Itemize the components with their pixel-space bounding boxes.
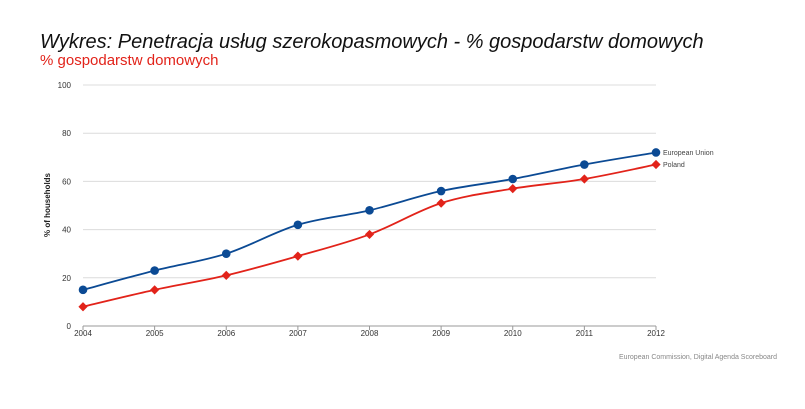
data-point-european-union-2010 [508,174,518,184]
data-point-poland-2008 [364,229,375,240]
x-tick-label: 2011 [576,329,594,338]
y-tick-label: 20 [62,274,71,283]
data-point-poland-2005 [150,285,160,295]
y-tick-label: 60 [62,177,71,186]
x-tick-label: 2010 [504,329,522,338]
y-tick-label: 40 [62,226,71,235]
chart-title: Wykres: Penetracja usług szerokopasmowyc… [40,31,704,53]
data-point-poland-2004 [78,302,88,312]
series-line-european-union [82,151,657,291]
data-point-poland-2010 [508,184,518,194]
data-point-poland-2006 [221,270,231,280]
data-point-european-union-2009 [436,186,446,196]
y-tick-label: 0 [67,322,72,331]
x-tick-label: 2009 [432,329,450,338]
data-point-european-union-2007 [293,220,303,230]
x-tick-label: 2008 [361,329,379,338]
data-point-european-union-2012 [651,148,661,157]
x-tick-label: 2012 [647,329,665,338]
data-point-poland-2007 [293,251,303,261]
data-point-european-union-2006 [221,249,231,258]
data-point-european-union-2005 [150,266,159,275]
y-tick-labels: 0 20 40 60 80 100 [58,81,72,331]
legend-european-union: European Union [663,150,714,157]
x-tick-label: 2007 [289,329,307,338]
source-note: European Commission, Digital Agenda Scor… [619,354,777,361]
data-point-poland-2011 [579,174,589,184]
y-tick-label: 80 [62,129,71,138]
legend-poland: Poland [663,162,685,169]
data-point-poland-2009 [436,198,446,208]
data-point-poland-2012 [651,159,661,170]
series-poland: Poland [78,159,685,312]
y-axis-label: % of households [43,172,52,237]
series-european-union: European Union [78,148,714,295]
data-point-european-union-2011 [580,160,589,169]
data-point-european-union-2008 [365,206,374,215]
x-tick-label: 2004 [74,329,92,338]
y-tick-label: 100 [58,81,72,90]
x-tick-label: 2006 [217,329,235,338]
series-group: Poland European Union [78,148,714,312]
data-point-european-union-2004 [78,285,88,295]
x-tick-label: 2005 [146,329,164,338]
x-tick-labels: 2004 2005 2006 2007 2008 2009 2010 2011 2012 [74,326,665,338]
grid-lines [83,84,656,327]
chart-subtitle: % gospodarstw domowych [40,52,219,69]
